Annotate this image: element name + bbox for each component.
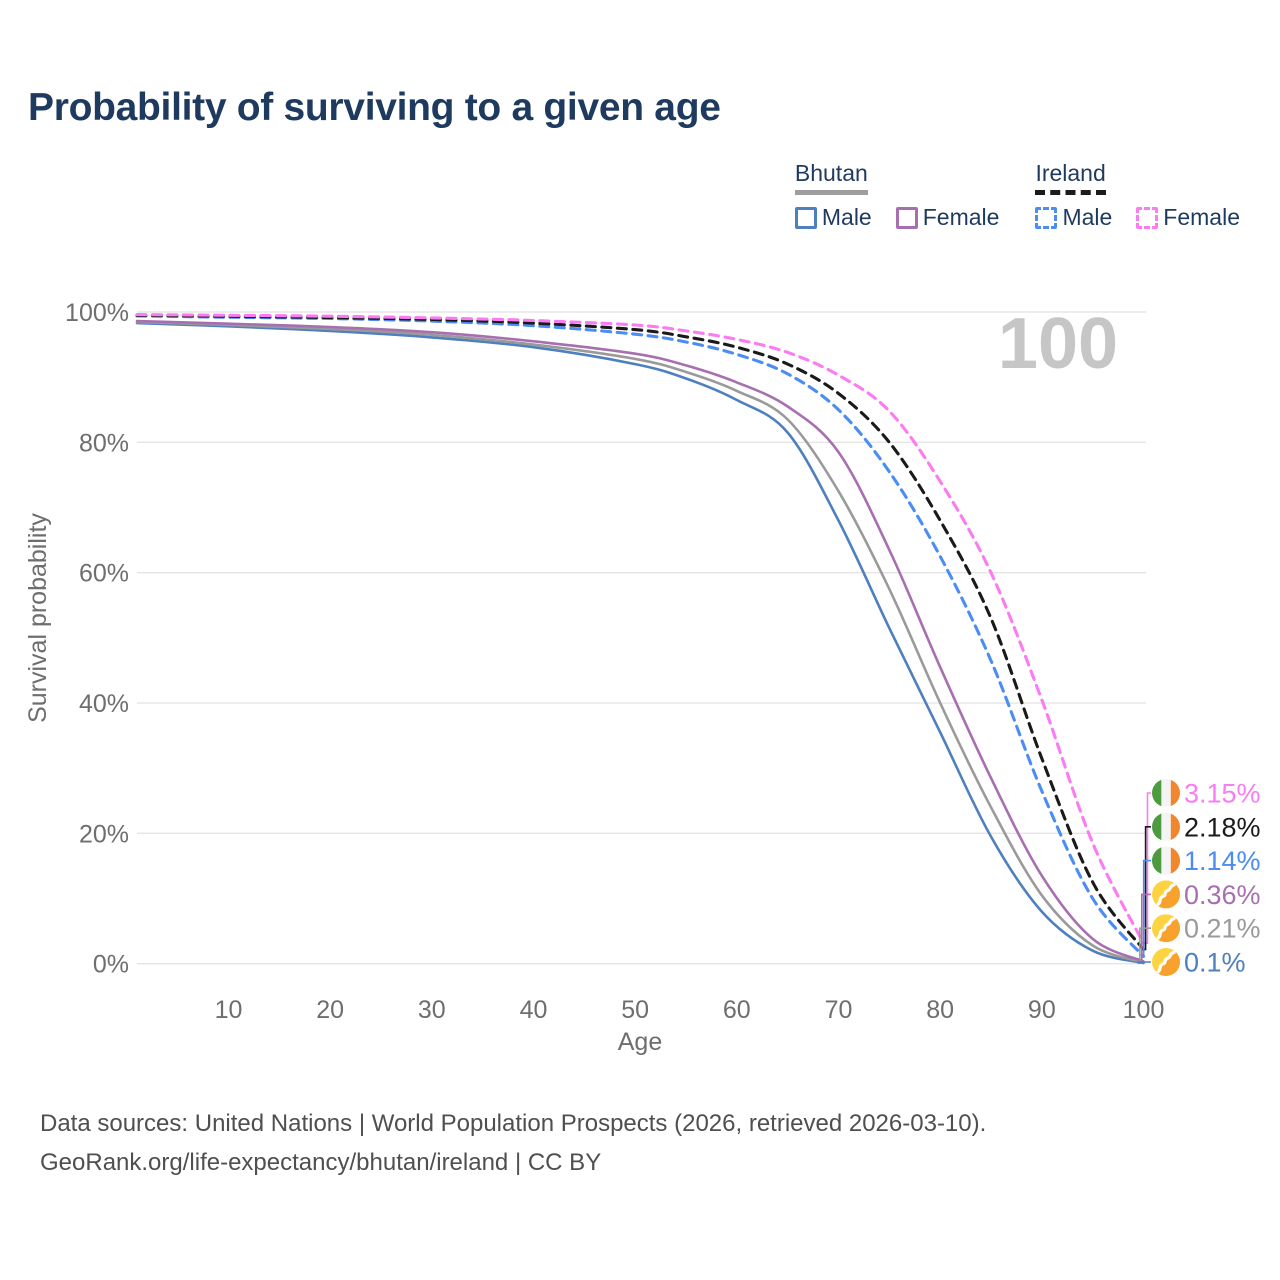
ireland-flag-orange-band [1170,812,1180,841]
ireland-flag-orange-band [1170,846,1180,875]
end-value-label-0.1%: 0.1% [1184,948,1246,978]
legend: Bhutan Male Female Ireland Male [794,160,1240,231]
bhutan-total-line-swatch [794,190,868,195]
y-tick-label-100: 100% [65,299,129,327]
legend-country-label-ireland: Ireland [1035,160,1106,186]
x-tick-label-60: 60 [723,996,751,1024]
ireland-flag-green-band [1152,779,1162,807]
y-tick-label-40: 40% [79,690,129,718]
legend-group-ireland: Ireland Male Female [1035,160,1240,231]
y-axis-title: Survival probability [24,513,52,723]
series-line-bhutan-male[interactable] [135,321,1145,965]
bhutan-flag-icon [1152,948,1180,976]
end-label-connector-bhutan-male [1137,961,1151,964]
legend-item-label: Female [1163,204,1240,230]
y-tick-label-60: 60% [79,560,129,588]
bhutan-female-swatch-icon [895,206,918,229]
page-title: Probability of surviving to a given age [28,86,721,129]
bhutan-male-swatch-icon [794,206,817,229]
legend-country-bhutan[interactable]: Bhutan [794,160,868,195]
x-tick-label-90: 90 [1028,996,1056,1024]
end-value-label-3.15%: 3.15% [1184,779,1261,809]
footer: Data sources: United Nations | World Pop… [40,1104,986,1182]
x-tick-label-100: 100 [1123,996,1165,1024]
legend-item-bhutan-male[interactable]: Male [794,204,872,231]
bhutan-flag-dragon [1156,917,1176,940]
series-line-bhutan-female[interactable] [135,319,1145,963]
legend-item-ireland-female[interactable]: Female [1136,204,1240,231]
x-tick-label-80: 80 [926,996,954,1024]
bhutan-flag-dragon [1156,883,1176,907]
end-label-connector-ireland-male [1142,859,1151,958]
ireland-male-swatch-icon [1035,206,1058,229]
series-line-ireland-both-sexes[interactable] [135,313,1146,952]
legend-item-label: Female [922,204,1000,230]
legend-item-label: Male [821,204,872,230]
x-axis-title: Age [618,1028,662,1056]
end-label-connector-ireland-female [1143,792,1151,944]
legend-items-ireland: Male Female [1035,204,1240,231]
ireland-flag-icon [1152,812,1180,841]
legend-item-bhutan-female[interactable]: Female [895,204,1000,231]
series-line-ireland-male[interactable] [135,314,1146,958]
ireland-flag-green-band [1152,846,1162,875]
bhutan-flag-dragon [1156,950,1176,974]
ireland-flag-icon [1152,846,1180,875]
legend-items-bhutan: Male Female [794,204,1000,231]
ireland-female-swatch-icon [1136,206,1159,229]
series-line-ireland-female[interactable] [135,313,1146,945]
legend-country-label-bhutan: Bhutan [794,160,868,186]
footer-link: GeoRank.org/life-expectancy/bhutan/irela… [40,1149,602,1176]
end-value-label-0.21%: 0.21% [1184,914,1261,944]
end-value-label-0.36%: 0.36% [1184,880,1261,910]
y-tick-label-0: 0% [93,951,129,979]
bhutan-flag-icon [1152,880,1180,909]
ireland-flag-green-band [1152,812,1162,841]
x-tick-label-70: 70 [825,996,853,1024]
ireland-total-line-swatch [1035,190,1106,195]
x-tick-label-40: 40 [520,996,548,1024]
x-tick-label-20: 20 [316,996,344,1024]
end-label-connector-ireland-both-sexes [1143,826,1151,951]
series-line-bhutan-both-sexes[interactable] [135,320,1145,964]
ireland-flag-icon [1152,779,1180,807]
ireland-flag-orange-band [1170,779,1180,807]
ireland-flag-white-band [1161,779,1171,807]
age-watermark: 100 [998,304,1118,384]
x-tick-label-50: 50 [621,996,649,1024]
ireland-flag-white-band [1161,812,1171,841]
ireland-flag-white-band [1161,846,1171,875]
y-tick-label-20: 20% [79,820,129,848]
x-tick-label-30: 30 [418,996,446,1024]
footer-data-sources: Data sources: United Nations | World Pop… [40,1110,987,1137]
x-tick-label-10: 10 [215,996,243,1024]
end-value-label-1.14%: 1.14% [1184,846,1261,876]
legend-item-label: Male [1062,204,1113,230]
legend-country-ireland[interactable]: Ireland [1035,160,1106,195]
bhutan-flag-icon [1152,914,1180,943]
legend-item-ireland-male[interactable]: Male [1035,204,1112,231]
end-value-label-2.18%: 2.18% [1184,812,1261,842]
y-tick-label-80: 80% [79,429,129,457]
legend-group-bhutan: Bhutan Male Female [794,160,1000,231]
